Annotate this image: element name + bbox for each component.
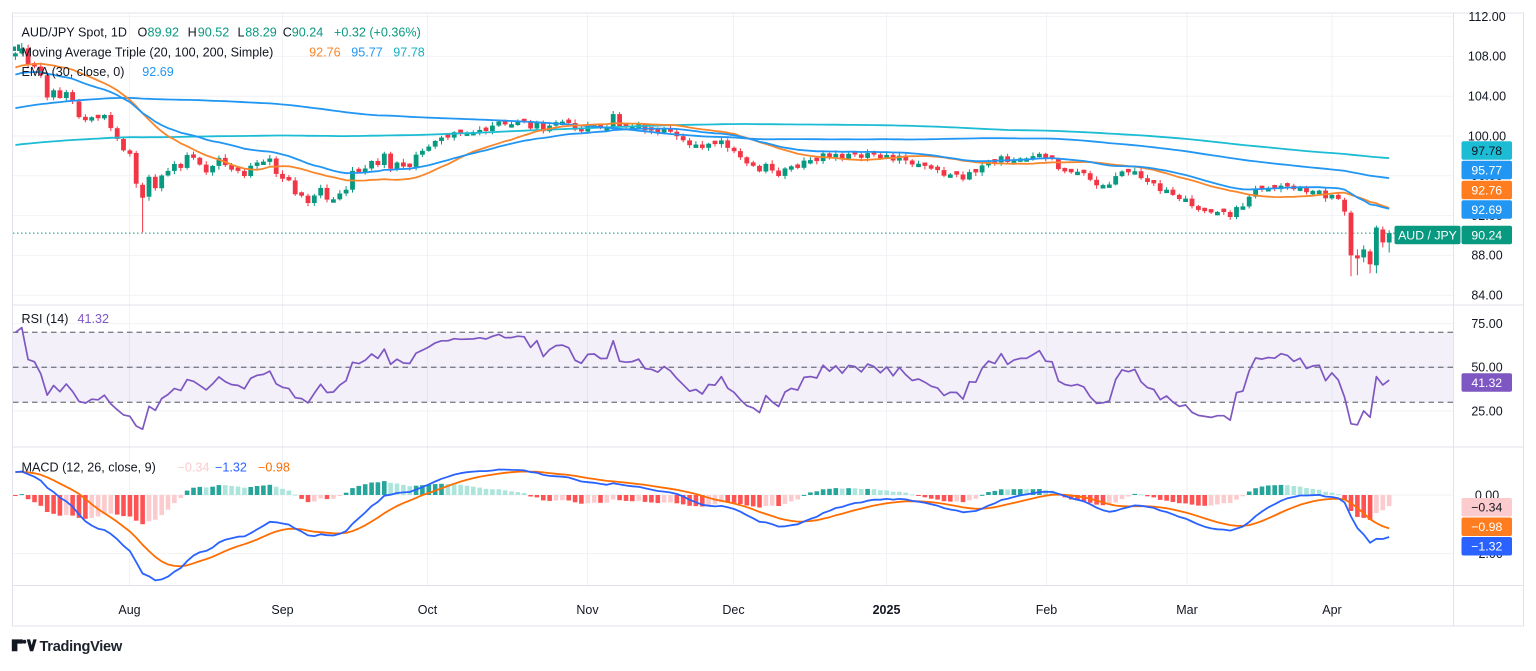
svg-text:41.32: 41.32 — [78, 312, 110, 326]
svg-text:−0.98: −0.98 — [1471, 520, 1502, 534]
svg-text:Nov: Nov — [576, 603, 599, 617]
svg-text:92.69: 92.69 — [1471, 203, 1502, 217]
svg-text:Sep: Sep — [271, 603, 293, 617]
svg-text:88.00: 88.00 — [1471, 249, 1502, 263]
svg-text:O: O — [138, 25, 148, 39]
svg-text:Mar: Mar — [1176, 603, 1198, 617]
svg-text:88.29: 88.29 — [245, 25, 277, 39]
svg-text:92.76: 92.76 — [1471, 184, 1502, 198]
svg-text:L: L — [238, 25, 245, 39]
svg-text:25.00: 25.00 — [1471, 404, 1502, 418]
svg-text:97.78: 97.78 — [1471, 144, 1502, 158]
svg-text:41.32: 41.32 — [1471, 376, 1502, 390]
svg-text:112.00: 112.00 — [1468, 10, 1505, 24]
svg-text:92.76: 92.76 — [309, 46, 341, 60]
svg-text:104.00: 104.00 — [1468, 90, 1506, 104]
svg-text:90.24: 90.24 — [292, 25, 324, 39]
svg-text:75.00: 75.00 — [1471, 317, 1502, 331]
svg-text:−0.98: −0.98 — [258, 461, 290, 475]
svg-text:AUD/JPY Spot, 1D: AUD/JPY Spot, 1D — [22, 25, 127, 39]
svg-text:Oct: Oct — [418, 603, 438, 617]
svg-text:89.92: 89.92 — [148, 25, 180, 39]
svg-text:H: H — [188, 25, 197, 39]
svg-text:−1.32: −1.32 — [1471, 540, 1502, 554]
svg-text:+0.32 (+0.36%): +0.32 (+0.36%) — [334, 25, 421, 39]
svg-text:50.00: 50.00 — [1471, 361, 1502, 375]
svg-text:90.52: 90.52 — [198, 25, 230, 39]
svg-text:MACD (12, 26, close, 9): MACD (12, 26, close, 9) — [22, 461, 156, 475]
svg-text:92.69: 92.69 — [142, 65, 174, 79]
svg-text:Apr: Apr — [1322, 603, 1341, 617]
svg-text:EMA (30, close, 0): EMA (30, close, 0) — [22, 65, 125, 79]
svg-text:Feb: Feb — [1036, 603, 1058, 617]
svg-text:Aug: Aug — [118, 603, 140, 617]
svg-text:84.00: 84.00 — [1471, 289, 1502, 303]
svg-text:−0.34: −0.34 — [1471, 501, 1502, 515]
svg-text:108.00: 108.00 — [1468, 50, 1506, 64]
svg-text:97.78: 97.78 — [393, 46, 425, 60]
svg-text:2025: 2025 — [873, 603, 901, 617]
svg-text:Moving Average Triple (20, 100: Moving Average Triple (20, 100, 200, Sim… — [22, 46, 274, 60]
svg-text:−0.34: −0.34 — [178, 461, 210, 475]
svg-text:RSI (14): RSI (14) — [22, 312, 69, 326]
svg-text:95.77: 95.77 — [351, 46, 383, 60]
svg-text:Dec: Dec — [722, 603, 744, 617]
svg-text:90.24: 90.24 — [1471, 229, 1502, 243]
svg-text:−1.32: −1.32 — [215, 461, 247, 475]
svg-text:100.00: 100.00 — [1468, 129, 1506, 143]
svg-text:TradingView: TradingView — [40, 639, 123, 655]
svg-text:C: C — [283, 25, 292, 39]
svg-text:95.77: 95.77 — [1471, 164, 1502, 178]
svg-text:AUD / JPY: AUD / JPY — [1398, 229, 1457, 243]
